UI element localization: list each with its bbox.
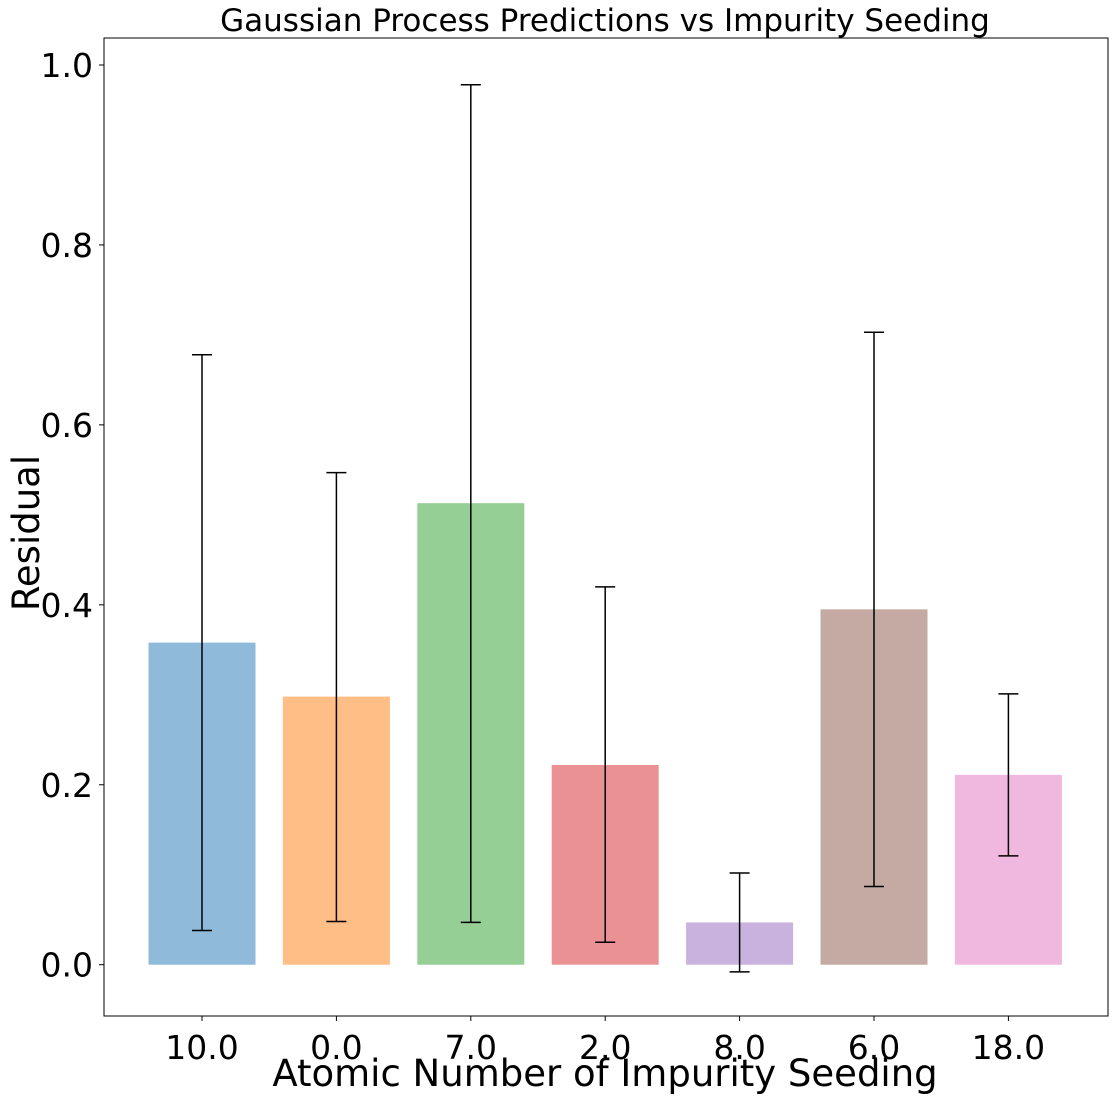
error-bar-2 xyxy=(460,84,481,924)
error-bar-6 xyxy=(998,693,1019,857)
y-axis: 0.0 0.2 0.4 0.6 0.8 1.0 xyxy=(41,46,104,985)
error-bar-0 xyxy=(192,353,212,932)
error-bar-3 xyxy=(595,586,616,943)
error-bars-layer xyxy=(192,84,1019,973)
y-tick-label: 0.2 xyxy=(41,766,93,805)
chart-title: Gaussian Process Predictions vs Impurity… xyxy=(220,3,990,39)
x-tick-label: 18.0 xyxy=(972,1028,1045,1067)
y-tick-label: 0.0 xyxy=(41,946,93,985)
x-tick-label: 10.0 xyxy=(165,1028,238,1067)
y-tick-label: 0.4 xyxy=(41,586,93,625)
y-tick-label: 0.6 xyxy=(41,406,93,445)
x-tick-label: 8.0 xyxy=(713,1028,765,1067)
x-axis-label: Atomic Number of Impurity Seeding xyxy=(272,1052,937,1095)
x-tick-label: 7.0 xyxy=(445,1028,497,1067)
y-axis-label: Residual xyxy=(5,455,48,611)
plot-frame xyxy=(103,37,1109,1017)
x-tick-label: 2.0 xyxy=(579,1028,631,1067)
y-tick-label: 1.0 xyxy=(41,46,93,85)
y-tick-label: 0.8 xyxy=(41,226,93,265)
error-bar-5 xyxy=(864,331,884,888)
x-tick-label: 0.0 xyxy=(310,1028,362,1067)
x-axis: 10.0 0.0 7.0 2.0 8.0 6.0 18.0 xyxy=(165,1016,1045,1067)
error-bar-4 xyxy=(729,872,750,973)
x-tick-label: 6.0 xyxy=(848,1028,900,1067)
error-bar-1 xyxy=(326,471,347,923)
